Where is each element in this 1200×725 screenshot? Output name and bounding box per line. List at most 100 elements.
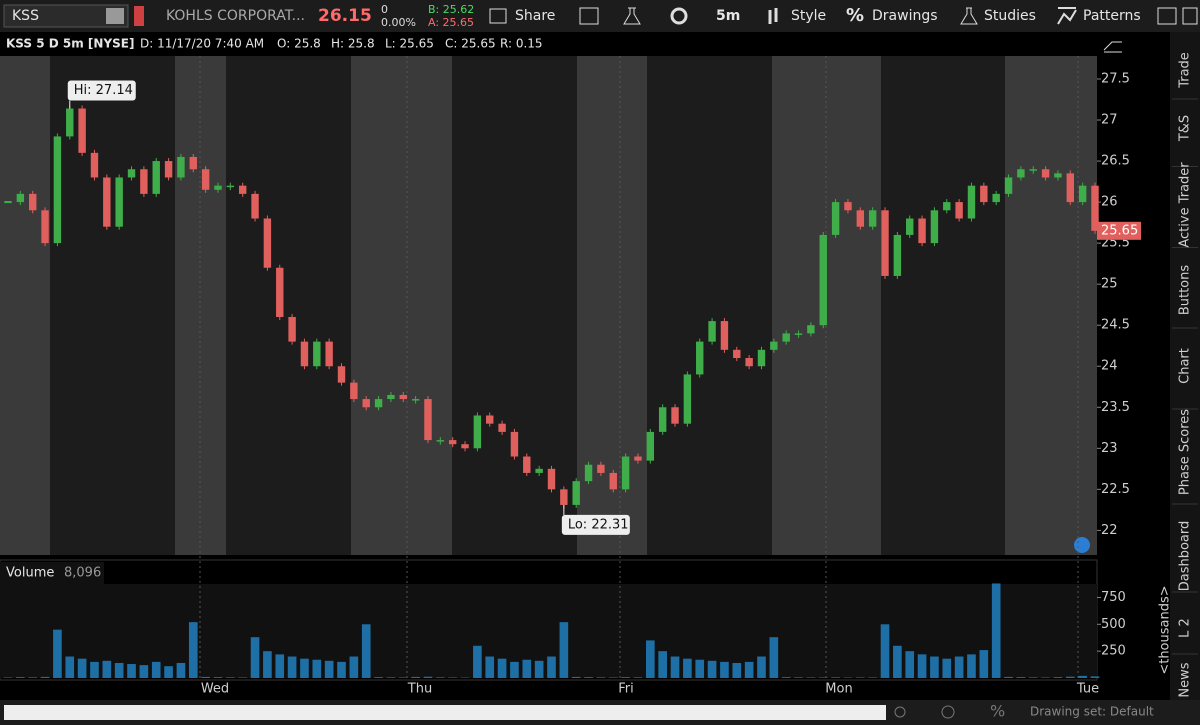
volume-bar — [794, 677, 803, 678]
candle — [16, 193, 25, 203]
zoom-icon[interactable] — [941, 705, 955, 719]
candle — [115, 177, 123, 227]
settings-icon[interactable] — [670, 7, 688, 25]
candle — [881, 210, 889, 276]
volume-bar — [942, 658, 952, 678]
flag-icon[interactable] — [579, 7, 599, 25]
volume-bar — [436, 677, 445, 678]
candle — [782, 333, 790, 342]
volume-bar — [695, 659, 705, 678]
volume-bar — [164, 666, 173, 678]
volume-bar — [670, 656, 680, 678]
last-price-box — [1097, 221, 1141, 240]
candle — [510, 431, 519, 457]
layout-icon[interactable] — [1157, 7, 1177, 25]
volume-bar — [893, 645, 902, 678]
side-tab[interactable]: Trade — [1178, 52, 1193, 89]
candle — [325, 341, 333, 367]
candle — [708, 321, 716, 342]
side-tab[interactable]: Buttons — [1178, 265, 1193, 316]
volume-bar — [831, 677, 840, 678]
last-price: 26.15 — [318, 6, 372, 26]
candle — [733, 349, 741, 359]
axis-icon[interactable] — [1103, 41, 1122, 53]
candle — [572, 481, 580, 505]
candle — [906, 218, 914, 235]
zoom-icon[interactable] — [894, 706, 906, 718]
y-tick-label: 500 — [1101, 617, 1126, 632]
link-icon[interactable] — [134, 6, 144, 26]
candle — [1041, 169, 1050, 178]
volume-bar — [176, 662, 186, 678]
candle — [621, 456, 630, 490]
symbol-box[interactable] — [3, 4, 129, 28]
candle — [189, 156, 197, 170]
volume-bar — [979, 650, 989, 678]
side-tab[interactable]: L 2 — [1178, 618, 1193, 638]
candle — [683, 374, 692, 424]
side-tab[interactable]: Active Trader — [1178, 162, 1193, 248]
studies-icon[interactable] — [960, 7, 978, 25]
drawings-button[interactable]: Drawings — [872, 8, 938, 24]
candle — [819, 234, 827, 326]
volume-bar — [40, 676, 50, 678]
candle — [868, 210, 877, 227]
style-icon[interactable] — [768, 8, 778, 24]
candle — [646, 431, 655, 461]
candle — [201, 169, 210, 190]
side-tab[interactable]: T&S — [1178, 115, 1193, 142]
candle — [720, 321, 729, 350]
candle — [263, 218, 272, 268]
candle — [1017, 169, 1025, 178]
volume-bar — [732, 662, 742, 678]
volume-bar — [361, 624, 371, 678]
share-icon[interactable] — [489, 8, 507, 24]
volume-bar — [917, 654, 927, 678]
candle — [856, 210, 865, 227]
candle — [473, 415, 482, 449]
volume-bar — [510, 661, 519, 678]
volume-bar — [1016, 677, 1026, 678]
scrollbar[interactable] — [4, 705, 886, 720]
candle — [1091, 185, 1099, 231]
drawings-icon[interactable]: % — [846, 5, 864, 26]
candle — [66, 108, 74, 137]
candle — [78, 108, 86, 153]
volume-bar — [707, 660, 717, 678]
patterns-button[interactable]: Patterns — [1083, 8, 1141, 24]
share-button[interactable]: Share — [515, 8, 555, 24]
side-tab[interactable]: Chart — [1178, 348, 1193, 384]
volume-bar — [1028, 677, 1038, 678]
volume-bar — [1053, 677, 1063, 678]
candle — [4, 201, 12, 204]
style-button[interactable]: Style — [791, 8, 826, 24]
candle — [634, 456, 642, 461]
candle — [350, 382, 358, 400]
event-icon[interactable] — [1074, 537, 1090, 553]
side-tab[interactable]: News — [1178, 662, 1193, 697]
symbol-dropdown[interactable] — [106, 8, 124, 24]
side-tab[interactable]: Phase Scores — [1178, 409, 1193, 495]
studies-button[interactable]: Studies — [984, 8, 1036, 24]
volume-bar — [374, 677, 383, 678]
candle — [238, 185, 247, 194]
lab-icon[interactable] — [623, 7, 641, 25]
menu-icon[interactable] — [1182, 7, 1198, 25]
x-tick-label: Thu — [407, 682, 432, 697]
side-tab-bar — [1170, 32, 1200, 700]
patterns-icon[interactable] — [1057, 7, 1077, 25]
percent-icon[interactable]: % — [990, 702, 1005, 721]
side-tab[interactable]: Dashboard — [1178, 521, 1193, 592]
bar-range: R: 0.15 — [500, 37, 543, 51]
volume-bar — [608, 677, 618, 678]
candle — [448, 440, 457, 445]
candle — [584, 464, 593, 482]
candle — [53, 136, 62, 244]
volume-last: 8,096 — [64, 566, 101, 581]
volume-bar — [287, 656, 297, 678]
candle — [757, 349, 766, 367]
candle — [251, 193, 259, 219]
drawing-set[interactable]: Drawing set: Default — [1030, 705, 1154, 719]
interval[interactable]: 5m — [716, 8, 740, 24]
candle — [807, 325, 815, 334]
